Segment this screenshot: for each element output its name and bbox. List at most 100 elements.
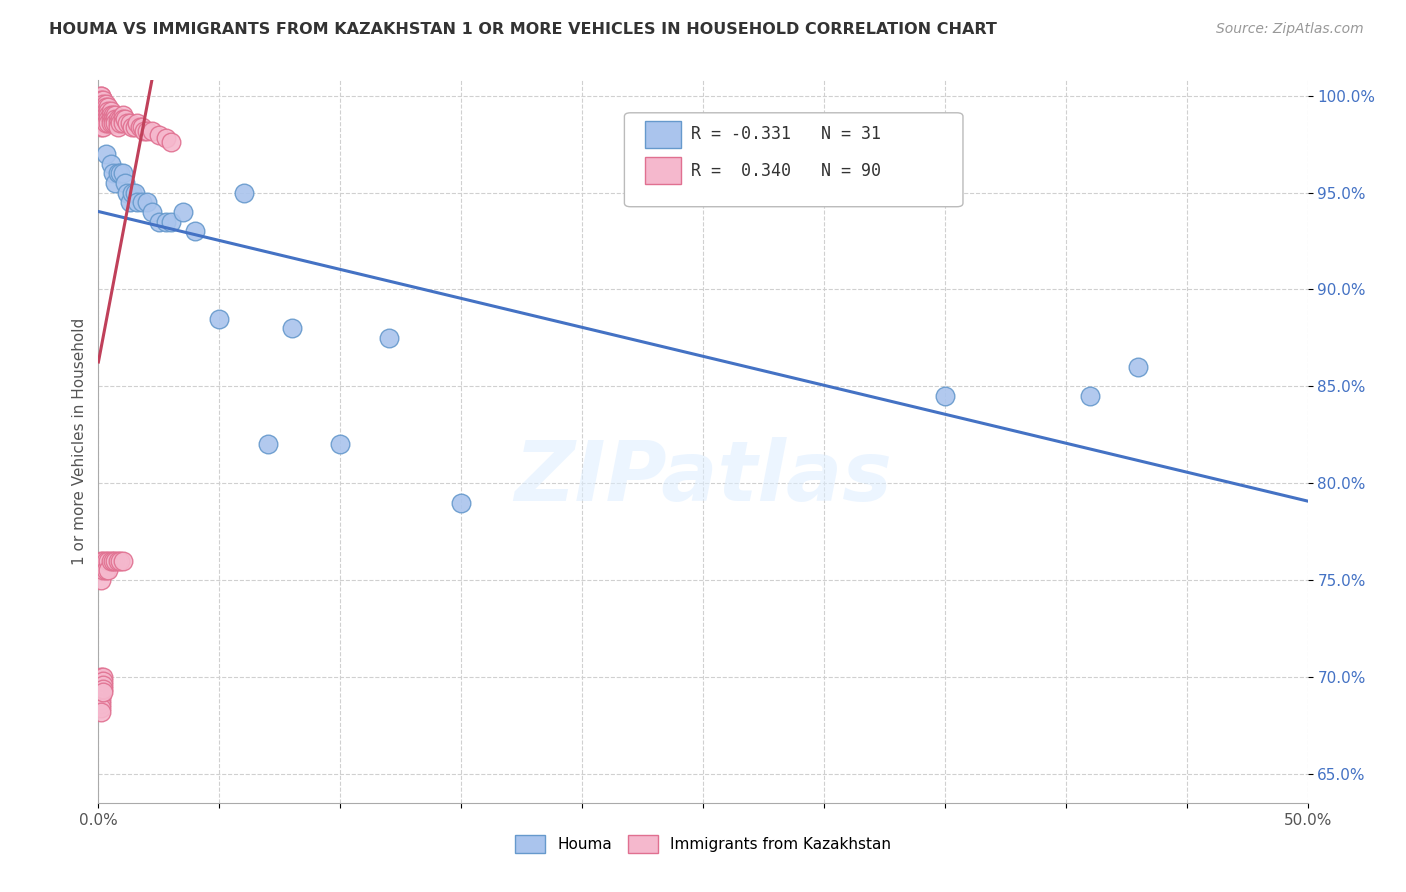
- Point: [141, 123, 163, 137]
- Point: [91, 100, 114, 114]
- Point: [121, 120, 143, 134]
- Point: [94, 116, 117, 130]
- Point: [91, 685, 114, 699]
- Point: [90, 96, 112, 111]
- Point: [90, 108, 112, 122]
- Point: [91, 96, 114, 111]
- Point: [97, 554, 120, 568]
- Point: [148, 215, 170, 229]
- Point: [160, 135, 183, 149]
- Point: [90, 104, 112, 119]
- Text: Source: ZipAtlas.com: Source: ZipAtlas.com: [1216, 22, 1364, 37]
- Point: [94, 104, 117, 119]
- Point: [134, 123, 156, 137]
- Point: [148, 128, 170, 142]
- Point: [118, 195, 141, 210]
- Point: [256, 437, 278, 451]
- Point: [107, 112, 129, 126]
- Point: [104, 116, 127, 130]
- Point: [160, 215, 183, 229]
- Point: [90, 681, 112, 696]
- Point: [127, 195, 149, 210]
- Point: [104, 554, 127, 568]
- Point: [101, 112, 124, 126]
- Point: [100, 156, 122, 170]
- Point: [329, 437, 352, 451]
- Point: [135, 123, 157, 137]
- Point: [97, 104, 120, 119]
- Point: [108, 112, 131, 126]
- Point: [117, 116, 139, 130]
- Point: [90, 678, 112, 692]
- Point: [281, 321, 304, 335]
- Point: [91, 681, 114, 696]
- Point: [91, 563, 114, 577]
- Point: [100, 112, 122, 126]
- Bar: [645, 120, 682, 148]
- Point: [90, 690, 112, 704]
- Point: [90, 673, 112, 688]
- Point: [90, 120, 112, 134]
- Point: [117, 186, 139, 200]
- Point: [155, 215, 177, 229]
- Point: [111, 108, 134, 122]
- Point: [90, 697, 112, 711]
- Point: [1078, 389, 1101, 403]
- Point: [94, 563, 117, 577]
- Point: [101, 554, 124, 568]
- Point: [107, 166, 129, 180]
- Point: [97, 116, 120, 130]
- Text: R = -0.331   N = 31: R = -0.331 N = 31: [690, 126, 882, 144]
- Text: ZIPatlas: ZIPatlas: [515, 437, 891, 518]
- Text: R =  0.340   N = 90: R = 0.340 N = 90: [690, 161, 882, 179]
- Bar: [645, 157, 682, 185]
- Point: [91, 554, 114, 568]
- Point: [90, 88, 112, 103]
- Point: [232, 186, 254, 200]
- Point: [131, 120, 153, 134]
- Point: [91, 678, 114, 692]
- Point: [94, 108, 117, 122]
- Point: [94, 554, 117, 568]
- Point: [97, 112, 120, 126]
- Point: [111, 166, 134, 180]
- Point: [90, 705, 112, 719]
- Point: [90, 93, 112, 107]
- Point: [90, 685, 112, 699]
- Point: [101, 166, 124, 180]
- Point: [111, 116, 134, 130]
- Point: [91, 93, 114, 107]
- Point: [124, 186, 146, 200]
- Point: [184, 224, 207, 238]
- Point: [91, 104, 114, 119]
- Point: [208, 311, 231, 326]
- Point: [90, 693, 112, 707]
- Point: [114, 112, 136, 126]
- Point: [127, 116, 149, 130]
- Point: [124, 120, 146, 134]
- Point: [934, 389, 956, 403]
- Point: [90, 112, 112, 126]
- Point: [91, 673, 114, 688]
- Point: [100, 104, 122, 119]
- Point: [131, 195, 153, 210]
- Point: [90, 88, 112, 103]
- Y-axis label: 1 or more Vehicles in Household: 1 or more Vehicles in Household: [72, 318, 87, 566]
- Point: [97, 108, 120, 122]
- Point: [104, 112, 127, 126]
- Point: [121, 186, 143, 200]
- Point: [377, 331, 399, 345]
- Point: [118, 116, 141, 130]
- Point: [90, 573, 112, 587]
- Point: [94, 100, 117, 114]
- Point: [172, 205, 194, 219]
- Point: [91, 108, 114, 122]
- Point: [128, 120, 150, 134]
- Text: HOUMA VS IMMIGRANTS FROM KAZAKHSTAN 1 OR MORE VEHICLES IN HOUSEHOLD CORRELATION : HOUMA VS IMMIGRANTS FROM KAZAKHSTAN 1 OR…: [49, 22, 997, 37]
- Point: [155, 131, 177, 145]
- Point: [90, 116, 112, 130]
- Point: [97, 563, 120, 577]
- Point: [104, 108, 127, 122]
- Point: [107, 554, 129, 568]
- Point: [100, 108, 122, 122]
